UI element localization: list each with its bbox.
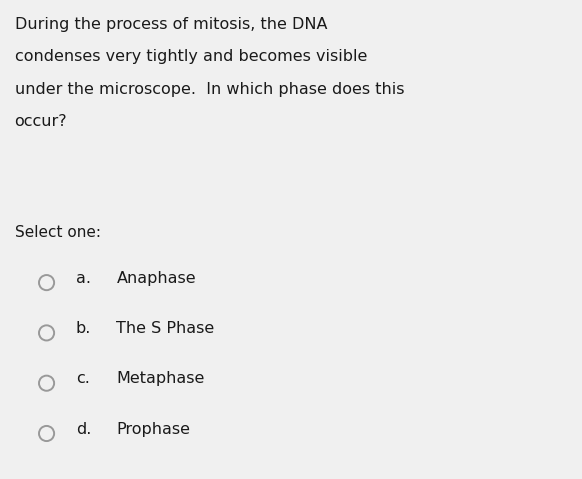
Text: Anaphase: Anaphase: [116, 271, 196, 285]
Text: Metaphase: Metaphase: [116, 371, 205, 386]
Text: occur?: occur?: [15, 114, 67, 129]
Text: d.: d.: [76, 422, 91, 436]
Text: Select one:: Select one:: [15, 225, 101, 240]
Text: During the process of mitosis, the DNA: During the process of mitosis, the DNA: [15, 17, 327, 32]
Text: a.: a.: [76, 271, 91, 285]
Text: c.: c.: [76, 371, 90, 386]
Text: under the microscope.  In which phase does this: under the microscope. In which phase doe…: [15, 82, 404, 97]
Text: The S Phase: The S Phase: [116, 321, 215, 336]
Text: condenses very tightly and becomes visible: condenses very tightly and becomes visib…: [15, 49, 367, 64]
Text: b.: b.: [76, 321, 91, 336]
Text: Prophase: Prophase: [116, 422, 190, 436]
